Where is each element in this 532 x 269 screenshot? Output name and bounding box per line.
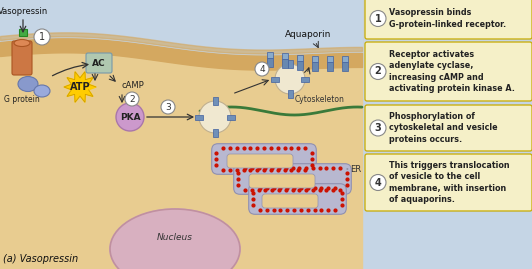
- FancyBboxPatch shape: [262, 194, 318, 208]
- Bar: [212, 129, 218, 137]
- Text: 3: 3: [375, 123, 381, 133]
- Circle shape: [34, 29, 50, 45]
- Circle shape: [370, 10, 386, 27]
- Polygon shape: [64, 72, 96, 102]
- Bar: [312, 62, 318, 71]
- FancyBboxPatch shape: [365, 105, 532, 151]
- FancyBboxPatch shape: [12, 41, 32, 75]
- FancyBboxPatch shape: [365, 42, 532, 101]
- Text: This triggers translocation
of vesicle to the cell
membrane, with insertion
of a: This triggers translocation of vesicle t…: [389, 161, 510, 204]
- Bar: [267, 58, 273, 67]
- Bar: [212, 97, 218, 105]
- FancyBboxPatch shape: [249, 174, 315, 188]
- Bar: [282, 53, 288, 59]
- Bar: [287, 90, 293, 98]
- FancyBboxPatch shape: [212, 144, 317, 174]
- Text: Receptor activates
adenylate cyclase,
increasing cAMP and
activating protein kin: Receptor activates adenylate cyclase, in…: [389, 50, 515, 93]
- Circle shape: [199, 101, 231, 133]
- Bar: [327, 56, 333, 62]
- Text: 2: 2: [129, 94, 135, 104]
- Circle shape: [370, 63, 386, 80]
- Bar: [227, 115, 235, 119]
- Bar: [297, 55, 303, 61]
- Bar: [327, 62, 333, 71]
- Bar: [301, 76, 309, 82]
- Circle shape: [161, 100, 175, 114]
- Text: Nucleus: Nucleus: [157, 232, 193, 242]
- Bar: [287, 60, 293, 68]
- Text: 2: 2: [375, 66, 381, 76]
- Bar: [195, 115, 203, 119]
- Text: 1: 1: [39, 32, 45, 42]
- Bar: [342, 56, 348, 62]
- FancyBboxPatch shape: [248, 184, 346, 214]
- Bar: [271, 76, 279, 82]
- Ellipse shape: [110, 209, 240, 269]
- FancyBboxPatch shape: [234, 164, 351, 194]
- FancyBboxPatch shape: [365, 154, 532, 211]
- FancyBboxPatch shape: [227, 154, 293, 168]
- Text: ATP: ATP: [70, 82, 90, 92]
- Text: 4: 4: [375, 178, 381, 187]
- Text: (a) Vasopressin: (a) Vasopressin: [3, 254, 78, 264]
- Ellipse shape: [34, 85, 50, 97]
- Circle shape: [255, 62, 269, 76]
- Circle shape: [116, 103, 144, 131]
- Text: AC: AC: [92, 58, 106, 68]
- FancyBboxPatch shape: [365, 0, 532, 39]
- Bar: [312, 56, 318, 62]
- Text: Phosphorylation of
cytoskeletal and vesicle
proteins occurs.: Phosphorylation of cytoskeletal and vesi…: [389, 112, 497, 144]
- Ellipse shape: [14, 40, 30, 47]
- Text: 3: 3: [165, 102, 171, 111]
- Bar: [282, 59, 288, 68]
- Bar: [342, 62, 348, 71]
- Text: Vasopressin binds
G-protein-linked receptor.: Vasopressin binds G-protein-linked recep…: [389, 8, 506, 29]
- Bar: [0, 0, 362, 269]
- Ellipse shape: [18, 76, 38, 91]
- Circle shape: [370, 120, 386, 136]
- FancyBboxPatch shape: [86, 53, 112, 73]
- Text: Aquaporin: Aquaporin: [285, 30, 331, 39]
- Text: Vasopressin: Vasopressin: [0, 7, 48, 16]
- Text: 4: 4: [259, 65, 265, 73]
- Text: cAMP: cAMP: [122, 82, 145, 90]
- Bar: [297, 61, 303, 70]
- Text: ER: ER: [350, 165, 361, 174]
- Text: 1: 1: [375, 13, 381, 23]
- Text: Cytoskeleton: Cytoskeleton: [295, 95, 345, 104]
- Text: PKA: PKA: [120, 112, 140, 122]
- Circle shape: [275, 64, 305, 94]
- Bar: [267, 52, 273, 58]
- Circle shape: [125, 92, 139, 106]
- Bar: [19, 29, 27, 36]
- Circle shape: [370, 175, 386, 190]
- Text: G protein: G protein: [4, 94, 40, 104]
